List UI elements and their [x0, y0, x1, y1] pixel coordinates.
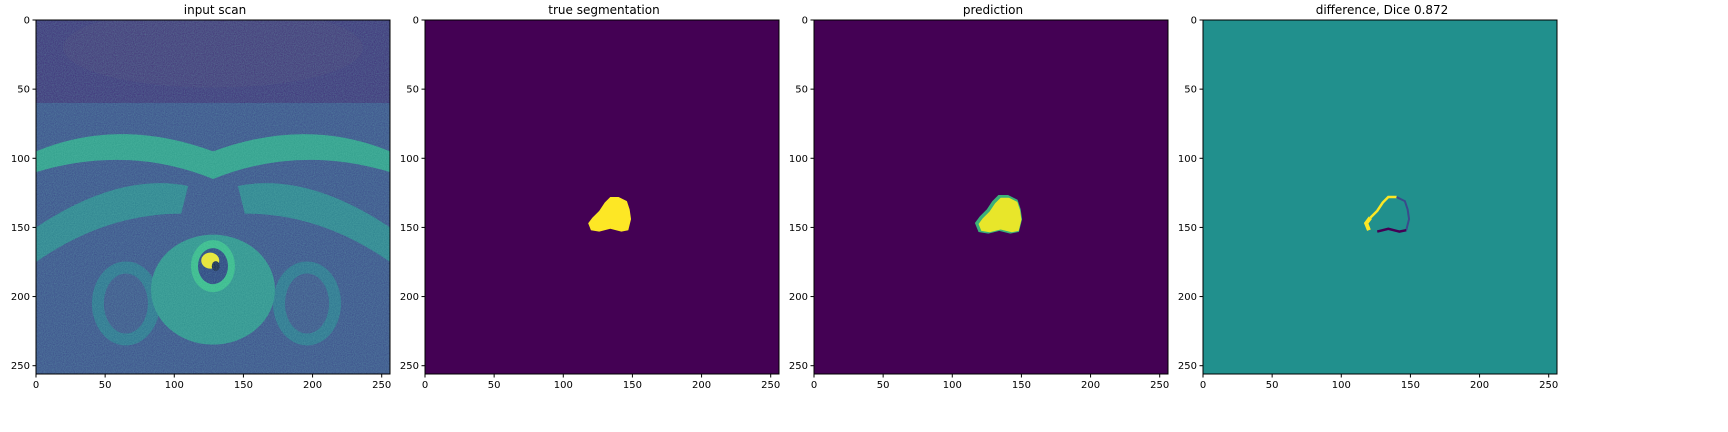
y-tick-label: 100	[400, 154, 419, 165]
x-tick-label: 250	[1150, 380, 1169, 391]
predicted-mask-region	[978, 197, 1022, 233]
y-tick-label: 200	[11, 292, 30, 303]
y-tick-label: 200	[400, 292, 419, 303]
y-tick-label: 150	[789, 223, 808, 234]
y-tick-label: 50	[17, 85, 30, 96]
y-tick-label: 250	[11, 361, 30, 372]
difference-map	[1203, 20, 1557, 374]
y-tick-label: 250	[789, 361, 808, 372]
panel-title: prediction	[962, 3, 1024, 17]
y-tick-label: 150	[11, 223, 30, 234]
x-tick-label: 150	[623, 380, 642, 391]
y-tick-label: 250	[1178, 361, 1197, 372]
mri-input-scan	[36, 20, 390, 374]
difference-positive-edge	[1363, 216, 1372, 231]
y-tick-label: 100	[1178, 154, 1197, 165]
y-tick-label: 0	[802, 16, 808, 27]
x-tick-label: 0	[33, 380, 39, 391]
true-mask-region	[588, 197, 632, 232]
y-tick-label: 0	[1191, 16, 1197, 27]
difference-negative-edge	[1396, 196, 1411, 231]
x-tick-label: 100	[943, 380, 962, 391]
axes-frame	[35, 19, 391, 375]
y-tick-label: 100	[11, 154, 30, 165]
x-tick-label: 50	[99, 380, 112, 391]
x-tick-label: 150	[1401, 380, 1420, 391]
x-tick-label: 100	[1332, 380, 1351, 391]
x-tick-label: 200	[1470, 380, 1489, 391]
y-tick-label: 150	[1178, 223, 1197, 234]
x-tick-label: 200	[1081, 380, 1100, 391]
panel-input-scan: input scan 0 50 100 150 200 250 0 50 100 150 200 25…	[0, 0, 430, 432]
mask-background	[425, 20, 779, 374]
y-tick-label: 250	[400, 361, 419, 372]
difference-background	[1203, 20, 1557, 374]
axes-frame	[424, 19, 780, 375]
panel-true-segmentation: true segmentation 0 50 100 150 200 250 0 50 100 1…	[389, 0, 819, 432]
y-tick-label: 0	[413, 16, 419, 27]
panel-prediction: prediction 0 50 100 150 200 250 0 50 100 150 200 25…	[778, 0, 1208, 432]
x-tick-label: 200	[303, 380, 322, 391]
ground-truth-mask	[425, 20, 779, 374]
mri-image	[36, 20, 390, 374]
x-tick-label: 50	[1266, 380, 1279, 391]
y-tick-label: 200	[1178, 292, 1197, 303]
x-tick-label: 250	[1539, 380, 1558, 391]
panel-difference: difference, Dice 0.872 0 50 100 150 200 250 0 5…	[1167, 0, 1597, 432]
mri-texture	[36, 20, 390, 374]
x-tick-label: 100	[554, 380, 573, 391]
predicted-mask	[814, 20, 1168, 374]
x-tick-label: 200	[692, 380, 711, 391]
panel-title: difference, Dice 0.872	[1315, 3, 1449, 17]
x-tick-label: 50	[877, 380, 890, 391]
x-tick-label: 100	[165, 380, 184, 391]
axes-frame	[1202, 19, 1558, 375]
y-tick-label: 100	[789, 154, 808, 165]
y-tick-label: 0	[24, 16, 30, 27]
y-tick-label: 200	[789, 292, 808, 303]
difference-positive-edge	[1369, 195, 1397, 219]
x-tick-label: 250	[761, 380, 780, 391]
x-tick-label: 150	[1012, 380, 1031, 391]
x-tick-label: 50	[488, 380, 501, 391]
mask-background	[814, 20, 1168, 374]
x-tick-label: 0	[422, 380, 428, 391]
difference-negative-edge	[1376, 227, 1407, 233]
y-tick-label: 50	[1184, 85, 1197, 96]
y-tick-label: 150	[400, 223, 419, 234]
x-tick-label: 0	[811, 380, 817, 391]
axes-frame	[813, 19, 1169, 375]
y-tick-label: 50	[795, 85, 808, 96]
panel-title: input scan	[183, 3, 247, 17]
x-tick-label: 150	[234, 380, 253, 391]
y-tick-label: 50	[406, 85, 419, 96]
panel-title: true segmentation	[548, 3, 660, 17]
x-tick-label: 0	[1200, 380, 1206, 391]
x-tick-label: 250	[372, 380, 391, 391]
